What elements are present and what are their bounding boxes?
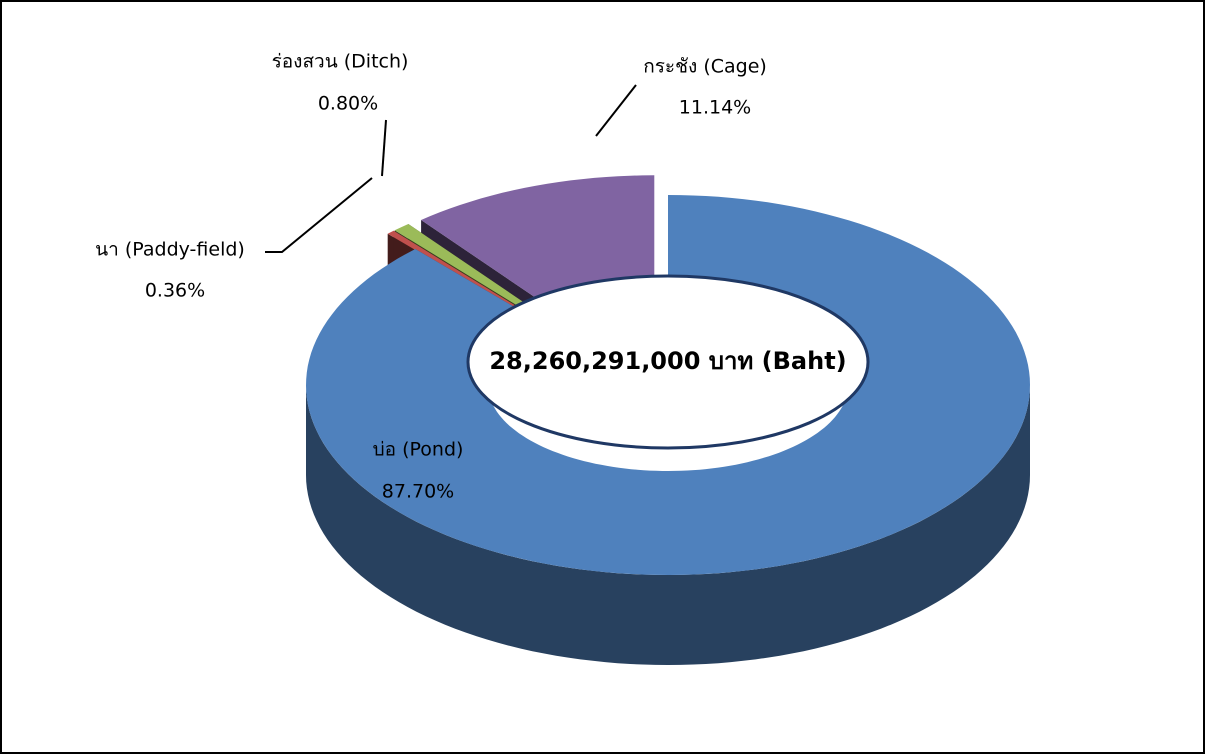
slice — [387, 230, 518, 309]
value-label: 87.70% — [382, 481, 454, 503]
slice-side — [306, 385, 1030, 665]
slice — [306, 195, 1030, 575]
value-label: 0.80% — [318, 93, 378, 115]
slice — [394, 224, 526, 307]
center-ellipse — [466, 274, 870, 450]
leader-line — [595, 84, 637, 137]
leader-line — [381, 119, 387, 177]
leader-line — [265, 177, 373, 253]
category-label: กระชัง (Cage) — [643, 56, 767, 78]
category-label: นา (Paddy-field) — [95, 239, 245, 261]
category-label: บ่อ (Pond) — [373, 439, 464, 461]
category-label: ร่องสวน (Ditch) — [272, 51, 409, 73]
center-label: 28,260,291,000 บาท (Baht) — [489, 347, 846, 375]
slice — [421, 175, 655, 300]
value-label: 11.14% — [679, 97, 751, 119]
value-label: 0.36% — [145, 280, 205, 302]
